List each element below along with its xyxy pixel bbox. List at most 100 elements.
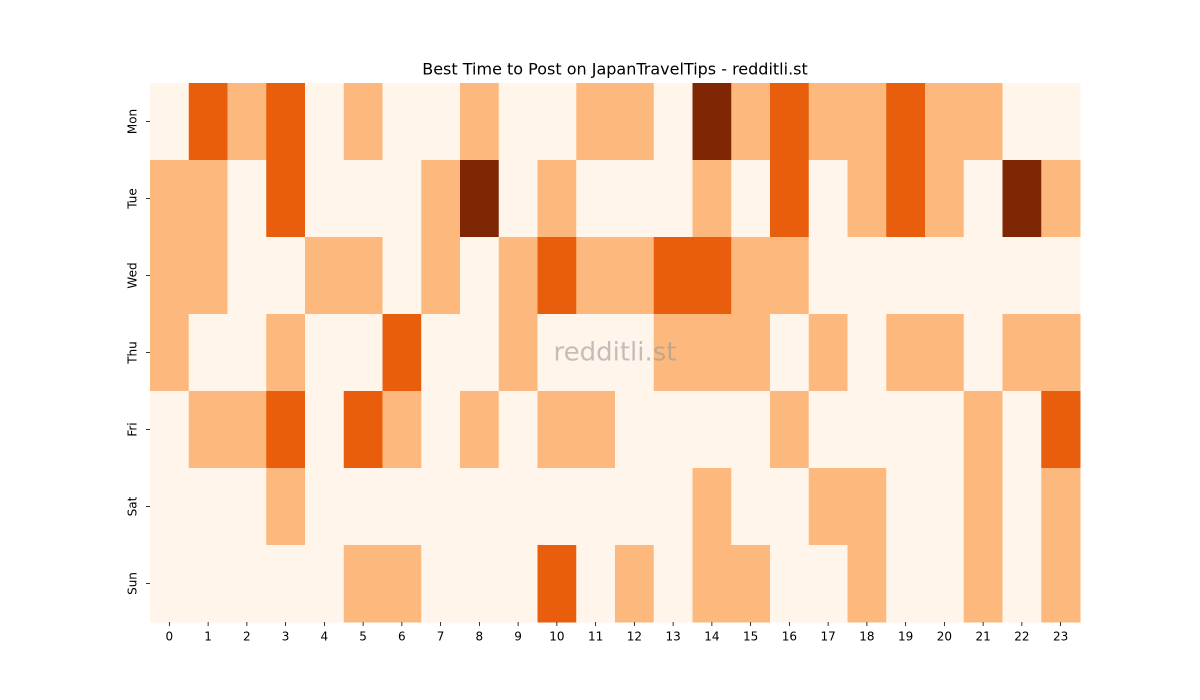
heatmap-cell [150,83,190,161]
heatmap-cell [770,391,810,469]
x-tick-label: 8 [476,630,484,644]
heatmap-cell [886,391,926,469]
x-tick-label: 7 [437,630,445,644]
heatmap-cell [1041,237,1081,315]
heatmap-cell [537,468,577,546]
heatmap-cell [188,160,228,238]
heatmap-cell [692,160,732,238]
heatmap-cell [1041,468,1081,546]
y-tick-label: Tue [126,188,140,210]
heatmap-cell [343,237,383,315]
heatmap-cell [1002,160,1042,238]
heatmap-cell [615,160,655,238]
x-tick-label: 3 [282,630,290,644]
heatmap-cell [421,237,461,315]
heatmap-cell [1041,545,1081,623]
heatmap-cell [692,468,732,546]
heatmap-cell [925,391,965,469]
heatmap-cell [421,391,461,469]
heatmap-cell [1002,83,1042,161]
heatmap-cell [343,468,383,546]
heatmap-cell [343,391,383,469]
heatmap-cell [770,468,810,546]
heatmap-cell [847,237,887,315]
y-tick-label: Thu [126,341,140,365]
heatmap-cell [305,237,345,315]
heatmap-cell [537,160,577,238]
heatmap-cell [808,391,848,469]
heatmap-cell [421,468,461,546]
heatmap-cell [925,160,965,238]
heatmap-cell [266,83,306,161]
heatmap-cell [150,160,190,238]
heatmap-cell [808,83,848,161]
heatmap-cell [770,314,810,392]
heatmap-cell [576,160,616,238]
heatmap-cell [382,83,422,161]
x-tick-label: 5 [359,630,367,644]
heatmap-cell [382,160,422,238]
heatmap-cell [150,391,190,469]
heatmap-cell [305,391,345,469]
heatmap-cell [847,83,887,161]
heatmap-cell [808,468,848,546]
heatmap-cell [1002,468,1042,546]
x-tick-label: 22 [1014,630,1029,644]
heatmap-cell [227,237,267,315]
heatmap-cell [460,237,500,315]
heatmap-cell [188,468,228,546]
heatmap-cell [537,314,577,392]
heatmap-cell [963,391,1003,469]
heatmap-cell [731,468,771,546]
heatmap-cell [421,83,461,161]
heatmap-cell [1002,314,1042,392]
heatmap-cell [808,314,848,392]
x-tick-label: 12 [627,630,642,644]
heatmap-cell [692,545,732,623]
heatmap-cell [770,545,810,623]
chart-title: Best Time to Post on JapanTravelTips - r… [422,60,808,79]
heatmap-cell [498,314,538,392]
heatmap-cell [653,391,693,469]
heatmap-cell [576,391,616,469]
y-tick-label: Sat [126,496,140,516]
heatmap-cell [963,237,1003,315]
heatmap-cell [150,468,190,546]
heatmap-cell [537,237,577,315]
heatmap-cell [576,83,616,161]
heatmap-cell [150,545,190,623]
heatmap-cell [227,391,267,469]
x-tick-label: 16 [782,630,797,644]
heatmap-cell [615,391,655,469]
heatmap-cell [460,83,500,161]
heatmap-cell [576,314,616,392]
x-tick-label: 18 [859,630,874,644]
heatmap-cell [925,545,965,623]
heatmap-cell [498,468,538,546]
heatmap-cell [188,83,228,161]
heatmap-cell [305,545,345,623]
x-tick-label: 6 [398,630,406,644]
heatmap-cell [808,237,848,315]
heatmap-cell [382,237,422,315]
heatmap-cell [305,314,345,392]
x-tick-label: 9 [514,630,522,644]
heatmap-cell [421,545,461,623]
heatmap-cell [886,314,926,392]
heatmap-cell [498,391,538,469]
y-tick-label: Fri [126,422,140,436]
heatmap-cell [963,83,1003,161]
heatmap-cell [963,545,1003,623]
heatmap-cell [925,314,965,392]
heatmap-cell [460,160,500,238]
heatmap-cell [925,83,965,161]
heatmap-cell [382,468,422,546]
heatmap-cell [692,314,732,392]
heatmap-cell [653,237,693,315]
heatmap-cell [1002,545,1042,623]
heatmap-cell [653,160,693,238]
x-tick-label: 23 [1053,630,1068,644]
x-tick-label: 20 [937,630,952,644]
heatmap-cell [150,237,190,315]
heatmap-cell [460,468,500,546]
